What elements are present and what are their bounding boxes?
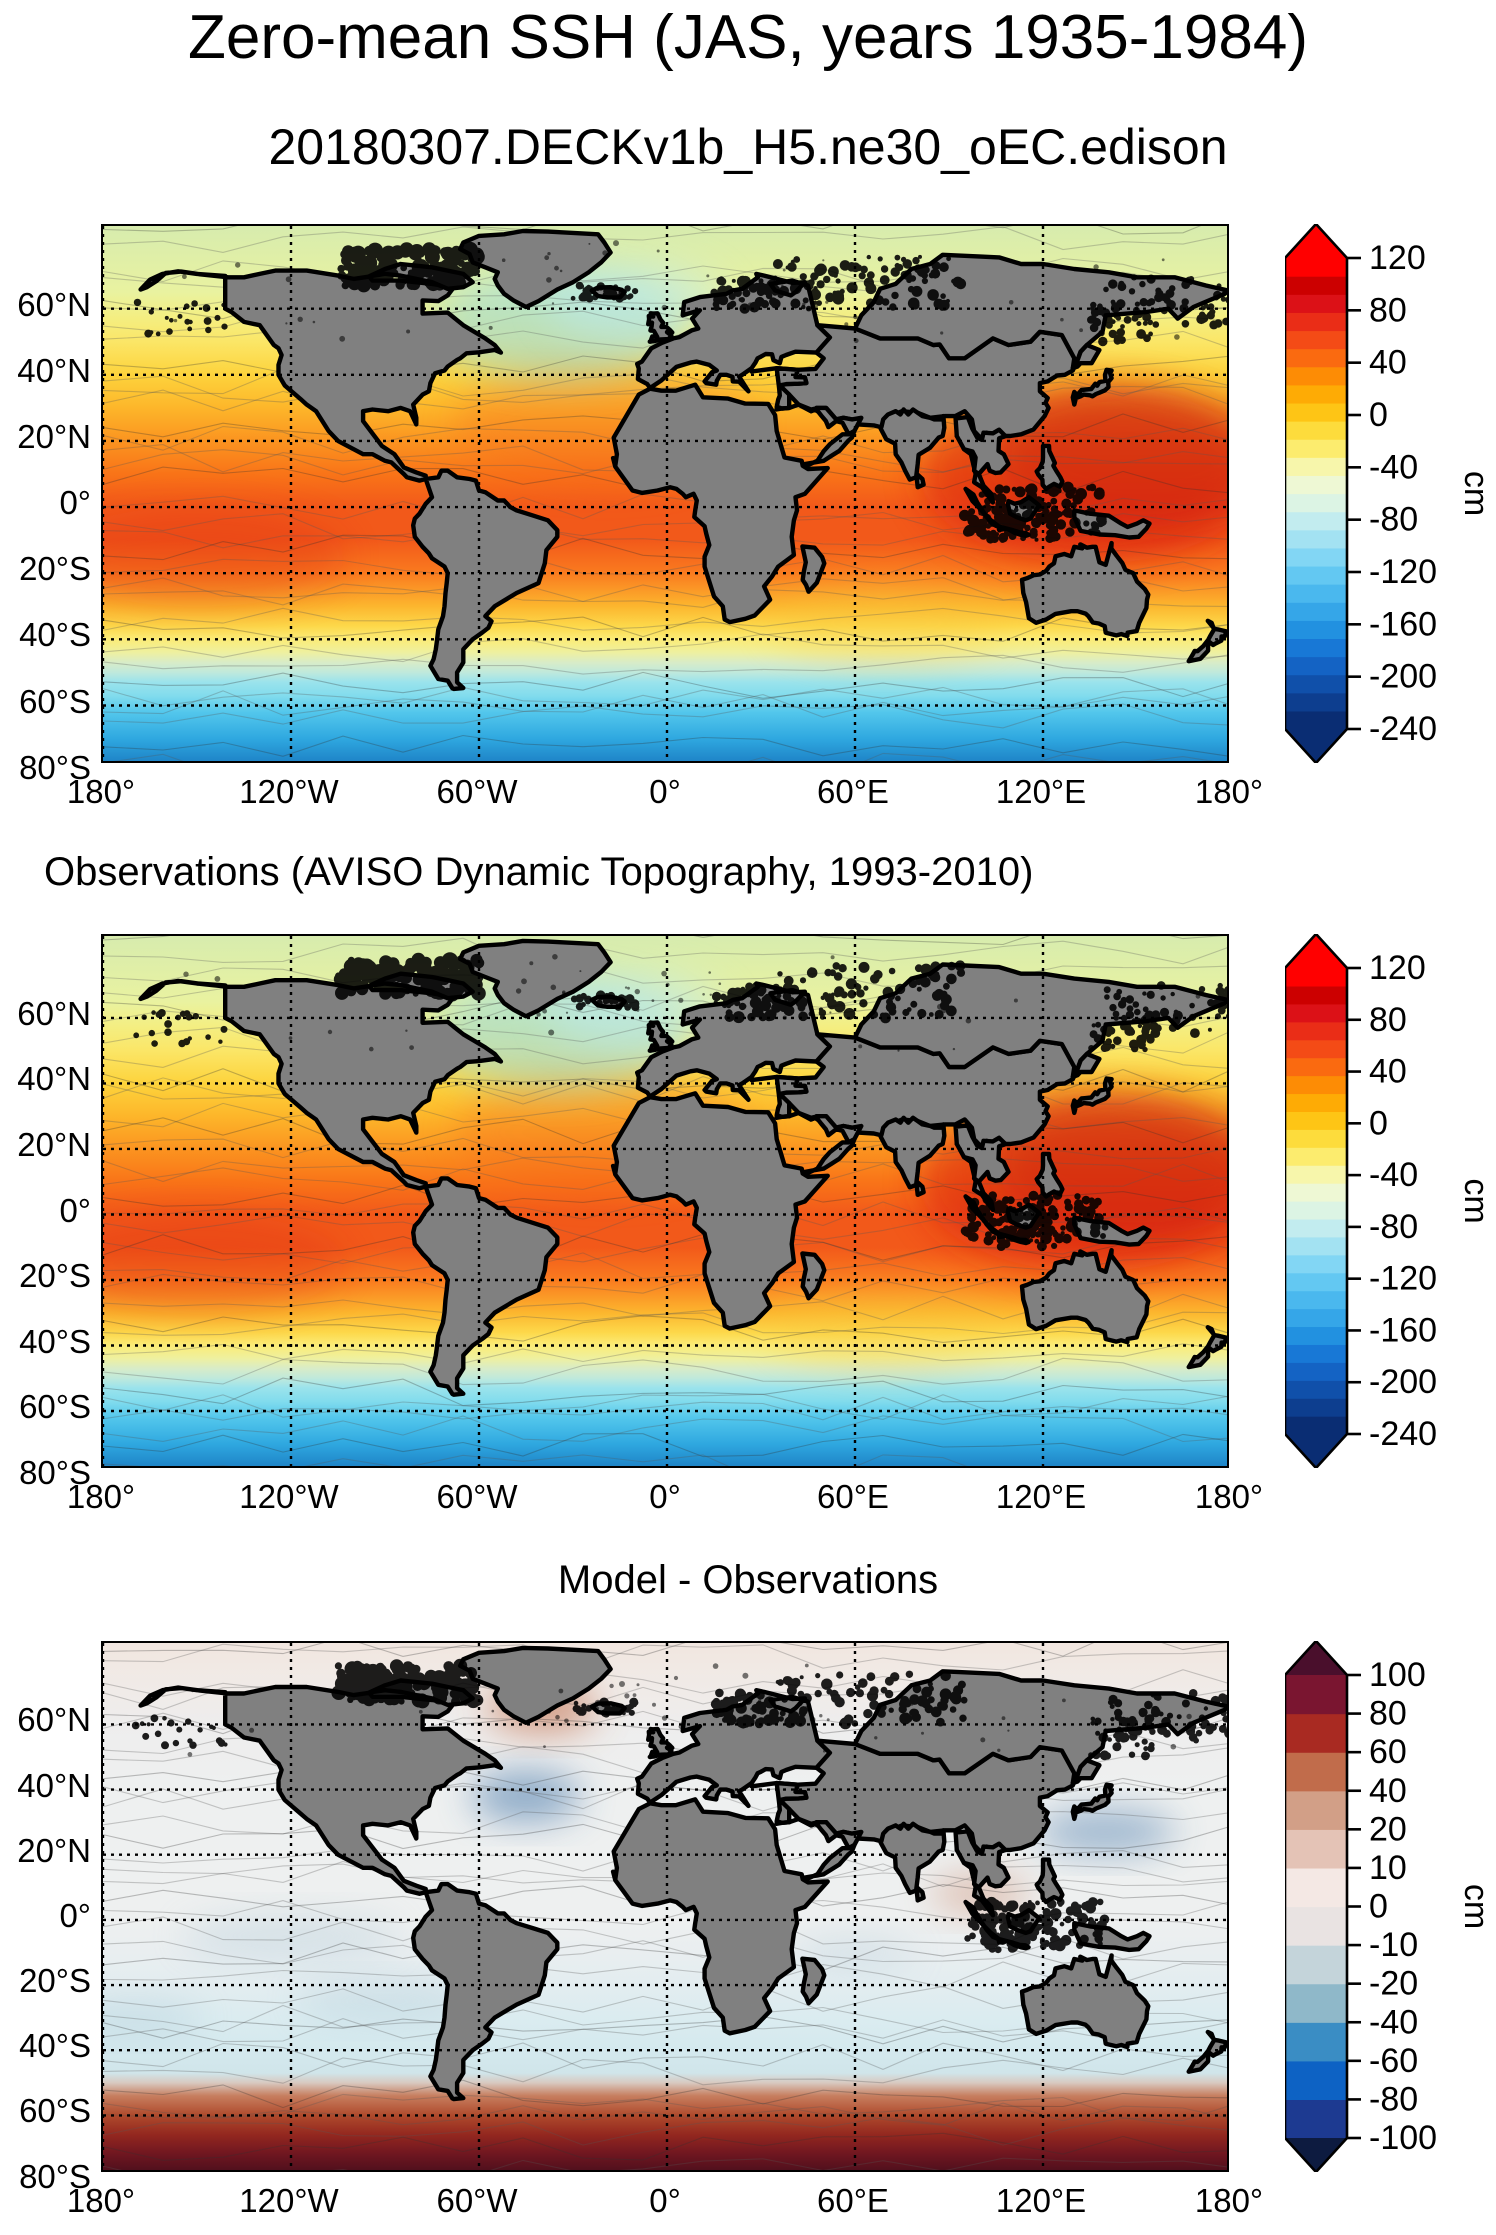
- svg-text:-200: -200: [1369, 1363, 1437, 1401]
- svg-text:-60: -60: [1369, 2042, 1418, 2080]
- svg-text:100: 100: [1369, 1656, 1426, 1694]
- svg-text:120: 120: [1369, 239, 1426, 277]
- svg-text:cm: cm: [1457, 471, 1487, 516]
- svg-text:-160: -160: [1369, 605, 1437, 643]
- svg-text:cm: cm: [1457, 1178, 1487, 1223]
- svg-text:cm: cm: [1457, 1884, 1487, 1929]
- svg-text:0: 0: [1369, 396, 1388, 434]
- svg-text:-160: -160: [1369, 1311, 1437, 1349]
- svg-text:80: 80: [1369, 1001, 1407, 1039]
- svg-text:20: 20: [1369, 1810, 1407, 1848]
- svg-text:-80: -80: [1369, 1208, 1418, 1246]
- svg-text:-40: -40: [1369, 448, 1418, 486]
- svg-text:40: 40: [1369, 344, 1407, 382]
- svg-text:-100: -100: [1369, 2119, 1437, 2157]
- svg-text:10: 10: [1369, 1849, 1407, 1887]
- svg-text:-120: -120: [1369, 553, 1437, 591]
- svg-text:0: 0: [1369, 1104, 1388, 1142]
- svg-text:-40: -40: [1369, 2003, 1418, 2041]
- svg-text:40: 40: [1369, 1053, 1407, 1091]
- svg-text:80: 80: [1369, 1695, 1407, 1733]
- svg-text:-120: -120: [1369, 1260, 1437, 1298]
- svg-text:-240: -240: [1369, 710, 1437, 748]
- svg-text:80: 80: [1369, 291, 1407, 329]
- svg-text:-10: -10: [1369, 1926, 1418, 1964]
- svg-text:-80: -80: [1369, 501, 1418, 539]
- svg-text:-80: -80: [1369, 2080, 1418, 2118]
- svg-text:-240: -240: [1369, 1415, 1437, 1453]
- svg-text:-200: -200: [1369, 658, 1437, 696]
- svg-text:40: 40: [1369, 1772, 1407, 1810]
- svg-text:0: 0: [1369, 1888, 1388, 1926]
- svg-text:120: 120: [1369, 949, 1426, 987]
- svg-text:-20: -20: [1369, 1965, 1418, 2003]
- svg-text:-40: -40: [1369, 1156, 1418, 1194]
- svg-text:60: 60: [1369, 1733, 1407, 1771]
